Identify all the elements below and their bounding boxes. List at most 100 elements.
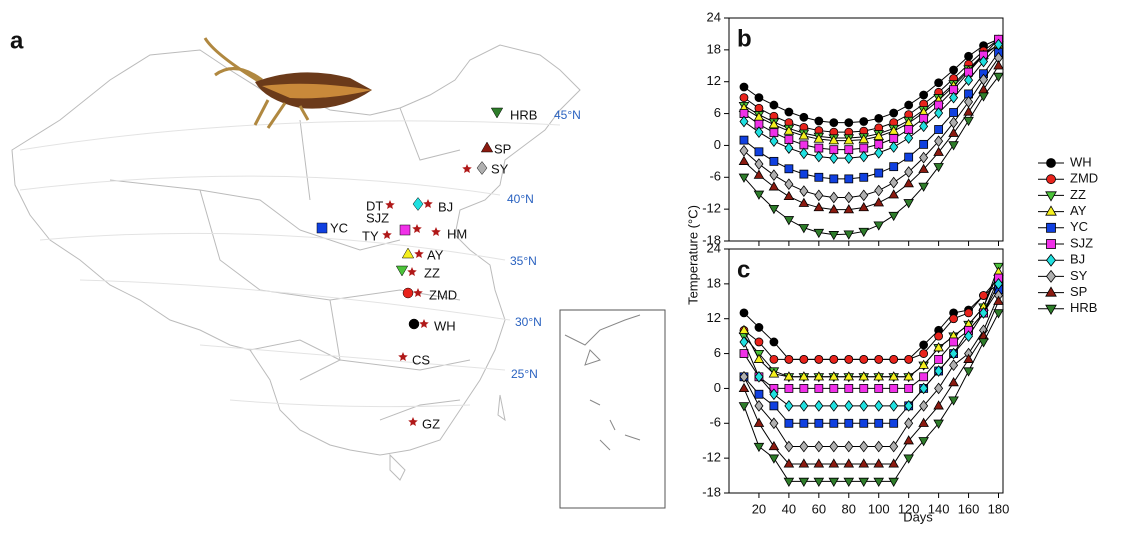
data-point — [815, 441, 823, 451]
data-point — [860, 355, 868, 363]
data-point — [860, 151, 868, 161]
data-point — [904, 200, 913, 208]
data-point — [845, 192, 853, 202]
data-point — [935, 79, 943, 87]
data-point — [860, 118, 868, 126]
data-point — [800, 401, 808, 411]
data-point — [770, 101, 778, 109]
data-point — [830, 441, 838, 451]
data-point — [905, 384, 913, 392]
site-label: CS — [412, 352, 430, 367]
legend-label: SY — [1070, 268, 1088, 283]
latitude-label: 35°N — [510, 254, 537, 268]
data-point — [770, 338, 778, 346]
data-point — [770, 402, 778, 410]
data-point — [740, 136, 748, 144]
data-point — [800, 419, 808, 427]
y-tick-label: 6 — [714, 105, 721, 120]
data-point — [845, 419, 853, 427]
legend-label: WH — [1070, 154, 1092, 169]
data-point — [890, 109, 898, 117]
series-line — [744, 284, 999, 360]
legend-marker — [1046, 287, 1056, 296]
data-point — [905, 133, 913, 143]
y-tick-label: 0 — [714, 137, 721, 152]
site-label: SP — [494, 141, 511, 156]
data-point — [920, 350, 928, 358]
data-point — [815, 151, 823, 161]
y-tick-label: 24 — [707, 9, 721, 24]
site-star — [419, 319, 429, 328]
data-point — [920, 91, 928, 99]
data-point — [875, 441, 883, 451]
data-point — [845, 441, 853, 451]
legend-label: AY — [1070, 203, 1087, 218]
data-point — [920, 341, 928, 349]
data-point — [875, 401, 883, 411]
data-point — [829, 478, 838, 486]
site-star — [412, 224, 422, 233]
panel-label: a — [10, 27, 24, 54]
panel-label: b — [737, 25, 752, 52]
y-tick-label: 6 — [714, 345, 721, 360]
data-point — [859, 459, 868, 467]
data-point — [815, 173, 823, 181]
data-point — [904, 455, 913, 463]
data-point — [950, 315, 958, 323]
y-tick-label: 0 — [714, 380, 721, 395]
x-tick-label: 60 — [812, 501, 826, 516]
data-point — [739, 384, 748, 392]
data-point — [799, 459, 808, 467]
site-marker — [400, 225, 410, 235]
data-point — [769, 442, 778, 450]
data-point — [830, 419, 838, 427]
data-point — [845, 355, 853, 363]
data-point — [874, 459, 883, 467]
data-point — [830, 355, 838, 363]
x-tick-label: 180 — [988, 501, 1010, 516]
data-point — [889, 478, 898, 486]
data-point — [889, 459, 898, 467]
legend-label: SP — [1070, 284, 1087, 299]
data-point — [964, 117, 973, 125]
latitude-label: 25°N — [511, 367, 538, 381]
data-point — [770, 170, 778, 180]
legend-label: ZZ — [1070, 187, 1086, 202]
data-point — [769, 455, 778, 463]
data-point — [770, 157, 778, 165]
data-point — [784, 192, 793, 200]
y-tick-label: -6 — [709, 415, 721, 430]
data-point — [755, 94, 763, 102]
data-point — [800, 384, 808, 392]
series-line — [744, 278, 999, 359]
data-point — [785, 401, 793, 411]
data-point — [784, 217, 793, 225]
legend-marker — [1046, 192, 1056, 201]
data-point — [860, 190, 868, 200]
data-point — [785, 179, 793, 189]
legend-label: YC — [1070, 219, 1088, 234]
site-star — [407, 267, 417, 276]
data-point — [754, 418, 763, 426]
data-point — [935, 355, 943, 363]
data-point — [860, 441, 868, 451]
data-point — [890, 163, 898, 171]
legend-marker — [1047, 271, 1056, 283]
data-point — [934, 401, 943, 409]
data-point — [844, 231, 853, 239]
site-marker — [396, 266, 408, 276]
data-point — [815, 419, 823, 427]
data-point — [830, 401, 838, 411]
data-point — [965, 52, 973, 60]
data-point — [844, 478, 853, 486]
data-point — [740, 83, 748, 91]
latitude-label: 30°N — [515, 315, 542, 329]
legend-marker — [1047, 240, 1056, 249]
y-tick-label: 12 — [707, 73, 721, 88]
data-point — [860, 419, 868, 427]
y-tick-label: -12 — [702, 450, 721, 465]
data-point — [830, 384, 838, 392]
data-point — [800, 113, 808, 121]
data-point — [799, 478, 808, 486]
site-marker — [481, 142, 493, 152]
